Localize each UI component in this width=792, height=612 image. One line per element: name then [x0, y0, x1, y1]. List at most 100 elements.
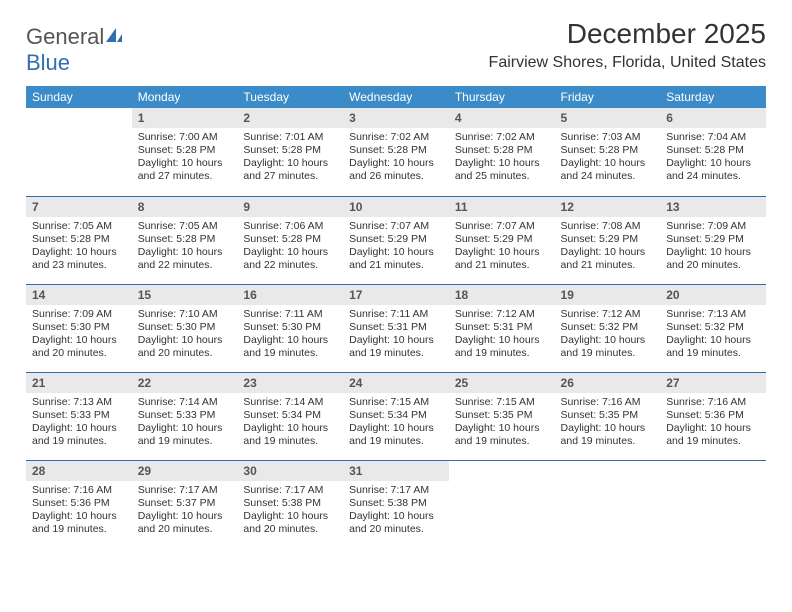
sunrise-text: Sunrise: 7:04 AM: [666, 131, 760, 144]
calendar-cell: 31Sunrise: 7:17 AMSunset: 5:38 PMDayligh…: [343, 460, 449, 548]
daylight-text: Daylight: 10 hours and 20 minutes.: [138, 334, 232, 360]
brand-text-blue: Blue: [26, 50, 70, 75]
daylight-text: Daylight: 10 hours and 27 minutes.: [138, 157, 232, 183]
sunset-text: Sunset: 5:33 PM: [138, 409, 232, 422]
calendar-cell: 9Sunrise: 7:06 AMSunset: 5:28 PMDaylight…: [237, 196, 343, 284]
brand-logo: GeneralBlue: [26, 18, 124, 76]
sunrise-text: Sunrise: 7:15 AM: [455, 396, 549, 409]
day-body: Sunrise: 7:13 AMSunset: 5:33 PMDaylight:…: [26, 393, 132, 453]
daylight-text: Daylight: 10 hours and 19 minutes.: [561, 334, 655, 360]
sunrise-text: Sunrise: 7:09 AM: [666, 220, 760, 233]
day-number: 18: [449, 285, 555, 305]
sunset-text: Sunset: 5:36 PM: [666, 409, 760, 422]
day-body: Sunrise: 7:11 AMSunset: 5:30 PMDaylight:…: [237, 305, 343, 365]
day-body: Sunrise: 7:17 AMSunset: 5:37 PMDaylight:…: [132, 481, 238, 541]
weekday-header: Sunday: [26, 86, 132, 108]
day-body: Sunrise: 7:15 AMSunset: 5:34 PMDaylight:…: [343, 393, 449, 453]
day-number: 16: [237, 285, 343, 305]
title-block: December 2025 Fairview Shores, Florida, …: [489, 18, 766, 72]
sunset-text: Sunset: 5:38 PM: [349, 497, 443, 510]
day-body: Sunrise: 7:07 AMSunset: 5:29 PMDaylight:…: [343, 217, 449, 277]
day-body: Sunrise: 7:10 AMSunset: 5:30 PMDaylight:…: [132, 305, 238, 365]
sunset-text: Sunset: 5:29 PM: [349, 233, 443, 246]
sunrise-text: Sunrise: 7:15 AM: [349, 396, 443, 409]
day-number: 1: [132, 108, 238, 128]
day-number: 6: [660, 108, 766, 128]
day-number: 22: [132, 373, 238, 393]
daylight-text: Daylight: 10 hours and 24 minutes.: [666, 157, 760, 183]
sunset-text: Sunset: 5:34 PM: [349, 409, 443, 422]
sunrise-text: Sunrise: 7:11 AM: [349, 308, 443, 321]
day-body: Sunrise: 7:03 AMSunset: 5:28 PMDaylight:…: [555, 128, 661, 188]
sunset-text: Sunset: 5:28 PM: [138, 144, 232, 157]
daylight-text: Daylight: 10 hours and 22 minutes.: [138, 246, 232, 272]
day-number: 4: [449, 108, 555, 128]
sunset-text: Sunset: 5:37 PM: [138, 497, 232, 510]
day-body: Sunrise: 7:16 AMSunset: 5:35 PMDaylight:…: [555, 393, 661, 453]
sunset-text: Sunset: 5:28 PM: [455, 144, 549, 157]
daylight-text: Daylight: 10 hours and 19 minutes.: [455, 334, 549, 360]
weekday-header: Saturday: [660, 86, 766, 108]
calendar-week: 28Sunrise: 7:16 AMSunset: 5:36 PMDayligh…: [26, 460, 766, 548]
calendar-cell: 2Sunrise: 7:01 AMSunset: 5:28 PMDaylight…: [237, 108, 343, 196]
sunrise-text: Sunrise: 7:11 AM: [243, 308, 337, 321]
calendar-cell: 10Sunrise: 7:07 AMSunset: 5:29 PMDayligh…: [343, 196, 449, 284]
sunset-text: Sunset: 5:29 PM: [455, 233, 549, 246]
daylight-text: Daylight: 10 hours and 19 minutes.: [455, 422, 549, 448]
day-body: Sunrise: 7:09 AMSunset: 5:30 PMDaylight:…: [26, 305, 132, 365]
calendar-cell: 14Sunrise: 7:09 AMSunset: 5:30 PMDayligh…: [26, 284, 132, 372]
daylight-text: Daylight: 10 hours and 19 minutes.: [138, 422, 232, 448]
month-title: December 2025: [489, 18, 766, 50]
day-body: Sunrise: 7:07 AMSunset: 5:29 PMDaylight:…: [449, 217, 555, 277]
calendar-cell: 5Sunrise: 7:03 AMSunset: 5:28 PMDaylight…: [555, 108, 661, 196]
calendar-cell: [555, 460, 661, 548]
day-body: Sunrise: 7:11 AMSunset: 5:31 PMDaylight:…: [343, 305, 449, 365]
sunset-text: Sunset: 5:31 PM: [455, 321, 549, 334]
calendar-cell: 30Sunrise: 7:17 AMSunset: 5:38 PMDayligh…: [237, 460, 343, 548]
sunrise-text: Sunrise: 7:14 AM: [243, 396, 337, 409]
calendar-cell: 12Sunrise: 7:08 AMSunset: 5:29 PMDayligh…: [555, 196, 661, 284]
calendar-cell: [449, 460, 555, 548]
sunset-text: Sunset: 5:28 PM: [561, 144, 655, 157]
sunrise-text: Sunrise: 7:02 AM: [455, 131, 549, 144]
sunset-text: Sunset: 5:29 PM: [666, 233, 760, 246]
day-body: Sunrise: 7:08 AMSunset: 5:29 PMDaylight:…: [555, 217, 661, 277]
sunrise-text: Sunrise: 7:17 AM: [243, 484, 337, 497]
sunset-text: Sunset: 5:36 PM: [32, 497, 126, 510]
brand-text-general: General: [26, 24, 104, 49]
day-number: 25: [449, 373, 555, 393]
calendar-week: 7Sunrise: 7:05 AMSunset: 5:28 PMDaylight…: [26, 196, 766, 284]
header: GeneralBlue December 2025 Fairview Shore…: [26, 18, 766, 76]
day-body: Sunrise: 7:14 AMSunset: 5:34 PMDaylight:…: [237, 393, 343, 453]
day-number: 5: [555, 108, 661, 128]
sunset-text: Sunset: 5:38 PM: [243, 497, 337, 510]
sunset-text: Sunset: 5:31 PM: [349, 321, 443, 334]
sunrise-text: Sunrise: 7:09 AM: [32, 308, 126, 321]
daylight-text: Daylight: 10 hours and 19 minutes.: [243, 334, 337, 360]
calendar-cell: 16Sunrise: 7:11 AMSunset: 5:30 PMDayligh…: [237, 284, 343, 372]
day-body: Sunrise: 7:15 AMSunset: 5:35 PMDaylight:…: [449, 393, 555, 453]
calendar-week: 14Sunrise: 7:09 AMSunset: 5:30 PMDayligh…: [26, 284, 766, 372]
daylight-text: Daylight: 10 hours and 20 minutes.: [349, 510, 443, 536]
sunset-text: Sunset: 5:28 PM: [138, 233, 232, 246]
calendar-cell: [26, 108, 132, 196]
sunrise-text: Sunrise: 7:07 AM: [455, 220, 549, 233]
sunrise-text: Sunrise: 7:13 AM: [32, 396, 126, 409]
sunset-text: Sunset: 5:30 PM: [243, 321, 337, 334]
day-body: Sunrise: 7:00 AMSunset: 5:28 PMDaylight:…: [132, 128, 238, 188]
day-body: Sunrise: 7:12 AMSunset: 5:32 PMDaylight:…: [555, 305, 661, 365]
daylight-text: Daylight: 10 hours and 20 minutes.: [138, 510, 232, 536]
day-number: 2: [237, 108, 343, 128]
sunset-text: Sunset: 5:28 PM: [243, 233, 337, 246]
sunset-text: Sunset: 5:28 PM: [243, 144, 337, 157]
calendar-cell: 8Sunrise: 7:05 AMSunset: 5:28 PMDaylight…: [132, 196, 238, 284]
daylight-text: Daylight: 10 hours and 20 minutes.: [32, 334, 126, 360]
day-number: 19: [555, 285, 661, 305]
brand-text: GeneralBlue: [26, 24, 124, 76]
sunrise-text: Sunrise: 7:10 AM: [138, 308, 232, 321]
calendar-cell: 11Sunrise: 7:07 AMSunset: 5:29 PMDayligh…: [449, 196, 555, 284]
calendar-body: 1Sunrise: 7:00 AMSunset: 5:28 PMDaylight…: [26, 108, 766, 548]
calendar-cell: 26Sunrise: 7:16 AMSunset: 5:35 PMDayligh…: [555, 372, 661, 460]
daylight-text: Daylight: 10 hours and 21 minutes.: [349, 246, 443, 272]
daylight-text: Daylight: 10 hours and 20 minutes.: [666, 246, 760, 272]
